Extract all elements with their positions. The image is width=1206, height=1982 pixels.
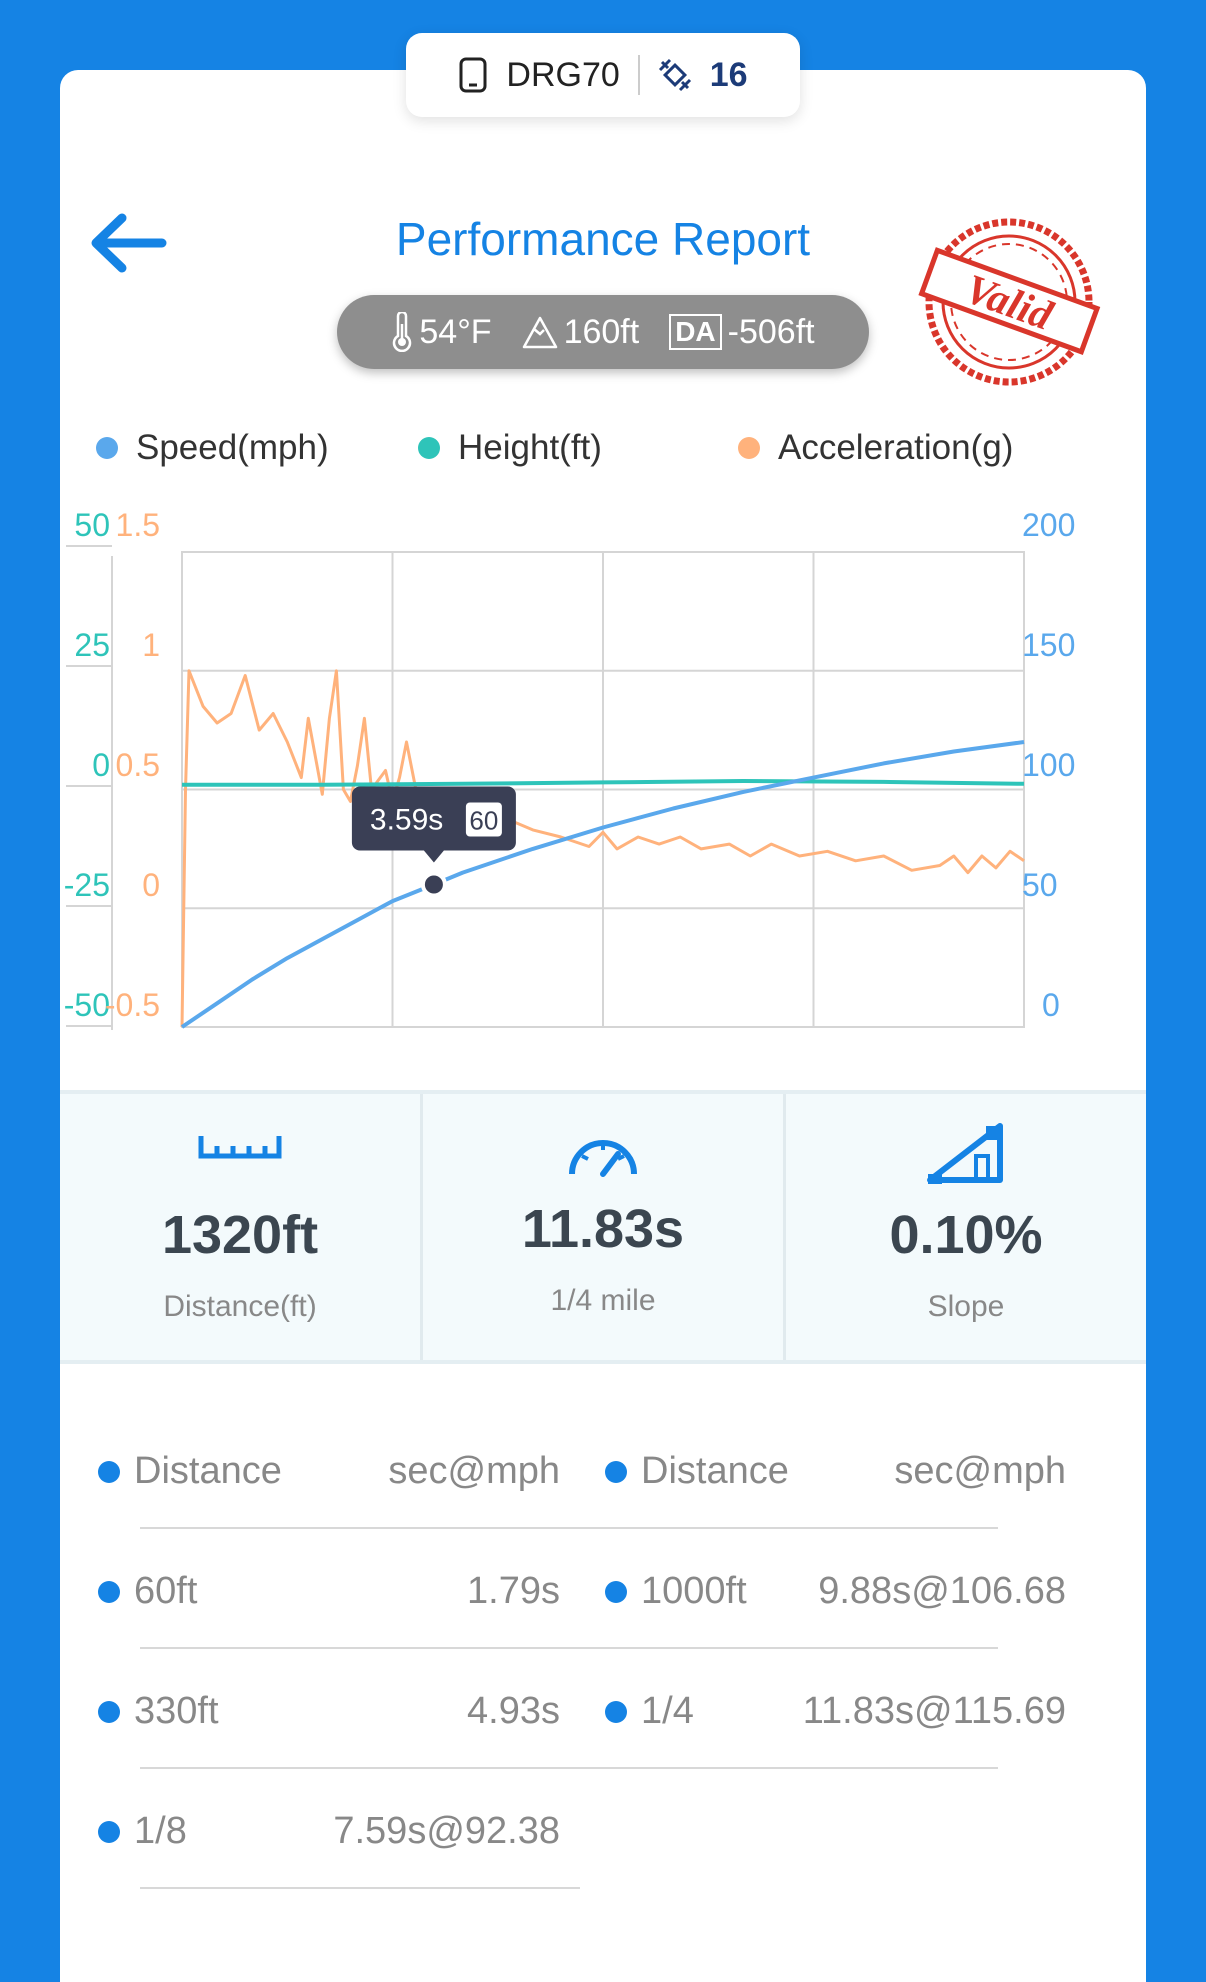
page-title: Performance Report (395, 213, 811, 265)
stat-quarter-mile: 11.83s 1/4 mile (423, 1094, 786, 1360)
split-value: 11.83s@115.69 (802, 1690, 1066, 1732)
legend-label: Acceleration(g) (778, 428, 1014, 467)
density-altitude-value: -506ft (727, 312, 815, 351)
legend-dot (418, 437, 440, 459)
split-label: 1000ft (641, 1570, 747, 1612)
device-name: DRG70 (506, 55, 620, 94)
stat-label: Slope (927, 1290, 1005, 1323)
split-label: 1/8 (134, 1810, 187, 1852)
summary-stats: 1320ft Distance(ft) 11.83s 1/4 mile 0.10… (60, 1090, 1146, 1364)
stat-label: Distance(ft) (163, 1290, 317, 1323)
divider (140, 1527, 998, 1529)
col-header-label: Distance (134, 1450, 282, 1492)
temperature-item: 54°F (391, 312, 492, 352)
bullet (605, 1461, 627, 1483)
mountain-icon (522, 316, 557, 349)
divider (637, 55, 640, 95)
speedometer-icon (569, 1140, 637, 1177)
phone-icon (459, 57, 487, 93)
split-value: 4.93s (467, 1690, 560, 1732)
density-altitude-item: DA -506ft (669, 312, 815, 352)
legend-label: Height(ft) (458, 428, 602, 467)
stat-distance: 1320ft Distance(ft) (60, 1094, 423, 1360)
stat-slope: 0.10% Slope (786, 1094, 1146, 1360)
bullet (98, 1461, 120, 1483)
col-header-value: sec@mph (894, 1450, 1066, 1492)
legend-dot (96, 437, 118, 459)
slope-icon (927, 1123, 1003, 1184)
col-header-value: sec@mph (388, 1450, 560, 1492)
satellite-icon (658, 58, 691, 92)
stat-value: 0.10% (889, 1205, 1043, 1265)
ruler-icon (198, 1136, 282, 1159)
split-label: 1/4 (641, 1690, 694, 1732)
legend-acceleration[interactable]: Acceleration(g) (738, 428, 1013, 468)
thermometer-icon (393, 312, 412, 352)
bullet (605, 1581, 627, 1603)
bullet (98, 1581, 120, 1603)
conditions-pill: 54°F 160ft DA -506ft (337, 295, 869, 369)
stat-value: 1320ft (161, 1205, 319, 1265)
split-value: 9.88s@106.68 (818, 1570, 1066, 1612)
stat-label: 1/4 mile (550, 1284, 656, 1317)
legend-speed[interactable]: Speed(mph) (96, 428, 329, 468)
chart-legend: Speed(mph) Height(ft) Acceleration(g) (96, 428, 1096, 478)
col-header-label: Distance (641, 1450, 789, 1492)
elevation-item: 160ft (522, 312, 640, 352)
divider (140, 1887, 580, 1889)
elevation-value: 160ft (563, 312, 640, 351)
back-arrow-icon[interactable] (86, 210, 168, 276)
divider (140, 1767, 998, 1769)
legend-label: Speed(mph) (136, 428, 329, 467)
temperature-value: 54°F (419, 312, 492, 351)
bullet (605, 1701, 627, 1723)
valid-stamp-icon: Valid (918, 218, 1101, 386)
divider (140, 1647, 998, 1649)
da-badge: DA (669, 314, 722, 350)
stat-value: 11.83s (521, 1199, 685, 1259)
split-label: 330ft (134, 1690, 219, 1732)
split-value: 7.59s@92.38 (333, 1810, 560, 1852)
bullet (98, 1701, 120, 1723)
legend-height[interactable]: Height(ft) (418, 428, 602, 468)
split-value: 1.79s (467, 1570, 560, 1612)
legend-dot (738, 437, 760, 459)
device-status-pill[interactable]: DRG70 16 (406, 33, 800, 117)
bullet (98, 1821, 120, 1843)
split-label: 60ft (134, 1570, 198, 1612)
satellite-count: 16 (709, 55, 748, 94)
